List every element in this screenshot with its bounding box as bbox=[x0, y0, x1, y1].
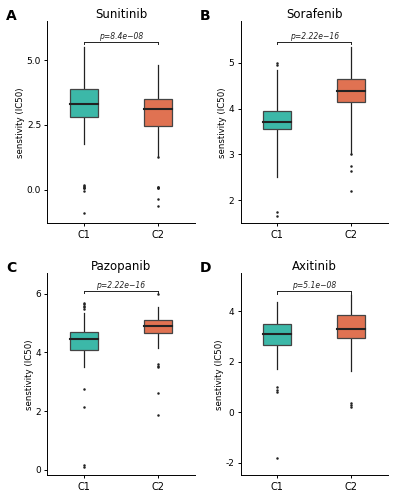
Title: Axitinib: Axitinib bbox=[292, 260, 337, 274]
Bar bbox=[337, 315, 365, 338]
Y-axis label: senstivity (IC50): senstivity (IC50) bbox=[218, 87, 227, 158]
Bar bbox=[70, 88, 98, 117]
Text: D: D bbox=[199, 262, 211, 276]
Text: C: C bbox=[6, 262, 17, 276]
Bar bbox=[144, 99, 172, 126]
Y-axis label: senstivity (IC50): senstivity (IC50) bbox=[16, 87, 25, 158]
Text: B: B bbox=[199, 9, 210, 23]
Bar bbox=[263, 324, 291, 345]
Bar bbox=[144, 320, 172, 334]
Text: A: A bbox=[6, 9, 17, 23]
Bar bbox=[337, 78, 365, 102]
Text: p=2.22e−16: p=2.22e−16 bbox=[96, 281, 145, 290]
Title: Pazopanib: Pazopanib bbox=[91, 260, 151, 274]
Text: p=8.4e−08: p=8.4e−08 bbox=[99, 32, 143, 41]
Title: Sunitinib: Sunitinib bbox=[95, 8, 147, 22]
Bar bbox=[70, 332, 98, 349]
Y-axis label: senstivity (IC50): senstivity (IC50) bbox=[215, 339, 224, 409]
Text: p=2.22e−16: p=2.22e−16 bbox=[289, 32, 339, 41]
Title: Sorafenib: Sorafenib bbox=[286, 8, 343, 22]
Bar bbox=[263, 111, 291, 129]
Y-axis label: senstivity (IC50): senstivity (IC50) bbox=[25, 339, 34, 409]
Text: p=5.1e−08: p=5.1e−08 bbox=[292, 281, 336, 290]
